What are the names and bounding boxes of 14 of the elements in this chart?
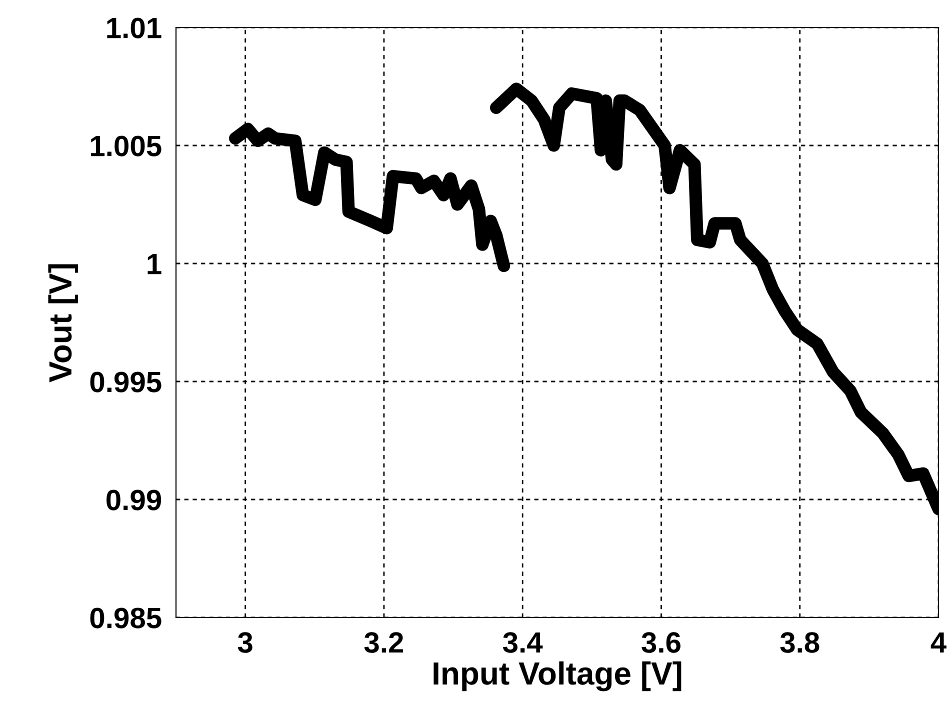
x-tick-label: 3 bbox=[238, 632, 252, 653]
y-axis-title: Vout [V] bbox=[48, 264, 78, 382]
x-tick-label: 3.8 bbox=[780, 632, 820, 653]
x-tick-label: 3.6 bbox=[642, 632, 680, 653]
y-tick-label: 0.995 bbox=[90, 372, 162, 392]
x-tick-label: 3.4 bbox=[502, 632, 543, 653]
y-tick-label: 1 bbox=[148, 254, 162, 274]
x-axis-title: Input Voltage [V] bbox=[434, 661, 682, 692]
y-tick-label: 0.99 bbox=[106, 490, 162, 510]
x-tick-label: 4 bbox=[930, 632, 946, 653]
y-tick-label: 1.005 bbox=[90, 136, 162, 156]
x-tick-label: 3.2 bbox=[364, 632, 404, 653]
y-tick-label: 0.985 bbox=[90, 608, 162, 628]
y-tick-label: 1.01 bbox=[107, 18, 162, 38]
